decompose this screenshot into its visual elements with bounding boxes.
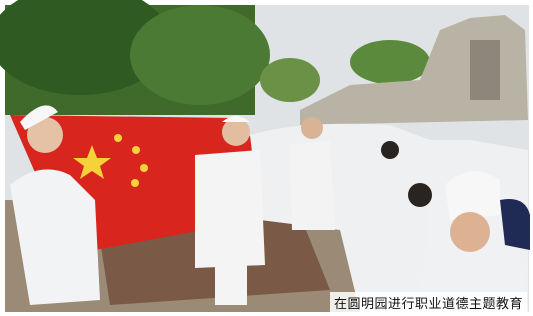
- flag-star: [131, 179, 139, 187]
- nurse-face: [301, 117, 323, 139]
- flag-star: [132, 146, 140, 154]
- caption: 在圆明园进行职业道德主题教育: [330, 292, 527, 313]
- nurse-hair: [408, 183, 432, 207]
- ruins-arch: [470, 40, 500, 100]
- nurse-face: [450, 212, 490, 252]
- nurse-legs: [215, 265, 247, 305]
- flag-star: [140, 164, 148, 172]
- tree-canopy: [260, 58, 320, 102]
- nurse-face: [222, 118, 250, 146]
- photo: [0, 0, 533, 316]
- tree-canopy: [130, 5, 270, 105]
- flag-star: [114, 134, 122, 142]
- nurse-hair: [381, 141, 399, 159]
- nurse: [290, 140, 335, 230]
- tree-canopy: [350, 40, 430, 84]
- nurse-center: [195, 150, 265, 268]
- photo-frame: 在圆明园进行职业道德主题教育: [0, 0, 533, 316]
